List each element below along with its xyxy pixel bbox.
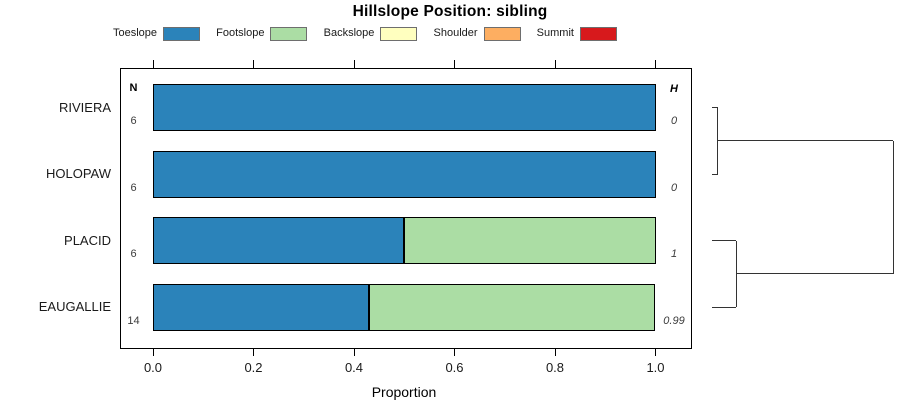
h-value: 1: [670, 248, 678, 260]
dendrogram-connector-line: [736, 273, 893, 275]
dendrogram-connector-line: [717, 140, 893, 142]
bar-segment: [153, 217, 405, 264]
chart-title: Hillslope Position: sibling: [352, 3, 548, 20]
legend-label: Summit: [536, 27, 574, 39]
x-tick-top: [655, 60, 656, 68]
legend-item: Shoulder: [434, 26, 521, 41]
x-tick-bottom: [253, 348, 254, 356]
x-tick-label: 1.0: [646, 360, 665, 375]
x-tick-bottom: [554, 348, 556, 356]
x-tick-label: 0.4: [344, 360, 364, 375]
x-tick-label: 0.0: [143, 360, 163, 375]
h-column-header: H: [670, 82, 678, 95]
x-tick-top: [353, 60, 355, 68]
y-axis-label: HOLOPAW: [45, 166, 111, 181]
x-tick-bottom: [454, 348, 455, 356]
x-tick-label: 0.2: [244, 360, 263, 375]
x-axis-title: Proportion: [371, 384, 437, 400]
y-axis-label: PLACID: [64, 232, 111, 248]
x-tick-top: [152, 60, 154, 68]
dendrogram-leaf-line: [712, 107, 718, 108]
x-tick-bottom: [152, 348, 154, 356]
y-axis-label: RIVIERA: [58, 99, 111, 115]
n-value: 14: [127, 314, 140, 327]
dendrogram-root-line: [892, 140, 894, 274]
x-tick-top: [554, 60, 556, 68]
y-axis-label: EAUGALLIE: [38, 299, 111, 314]
n-value: 6: [130, 181, 137, 194]
bar-segment: [153, 283, 369, 331]
bar-segment: [368, 283, 656, 331]
legend-item: Summit: [537, 26, 617, 41]
x-tick-label: 0.8: [545, 360, 565, 375]
legend-item: Backslope: [324, 26, 418, 41]
legend-label: Shoulder: [433, 27, 478, 39]
x-tick-bottom: [655, 348, 656, 356]
x-tick-label: 0.6: [445, 360, 464, 375]
legend-item: Toeslope: [113, 26, 201, 41]
n-column-header: N: [129, 82, 138, 94]
bar-segment: [153, 84, 656, 131]
h-value: 0: [670, 181, 678, 194]
legend-label: Backslope: [323, 27, 375, 39]
dendrogram-leaf-line: [712, 173, 718, 175]
dendrogram-leaf-line: [712, 240, 737, 241]
x-tick-top: [454, 60, 455, 68]
n-value: 6: [130, 115, 137, 127]
legend-swatch: [380, 26, 418, 41]
h-value: 0.99: [663, 314, 685, 327]
legend: Toeslope Footslope Backslope Shoulder Summit: [113, 26, 617, 41]
legend-item: Footslope: [216, 26, 308, 41]
legend-swatch: [270, 26, 308, 41]
x-tick-bottom: [353, 348, 355, 356]
x-tick-top: [253, 60, 254, 68]
bar-segment: [153, 150, 656, 198]
h-value: 0: [670, 115, 678, 127]
bar-segment: [404, 217, 656, 264]
legend-swatch: [163, 26, 201, 41]
n-value: 6: [130, 248, 137, 260]
dendrogram-leaf-line: [712, 306, 737, 308]
legend-label: Footslope: [216, 27, 265, 39]
legend-swatch: [579, 26, 617, 41]
legend-label: Toeslope: [113, 27, 158, 39]
legend-swatch: [483, 26, 521, 41]
